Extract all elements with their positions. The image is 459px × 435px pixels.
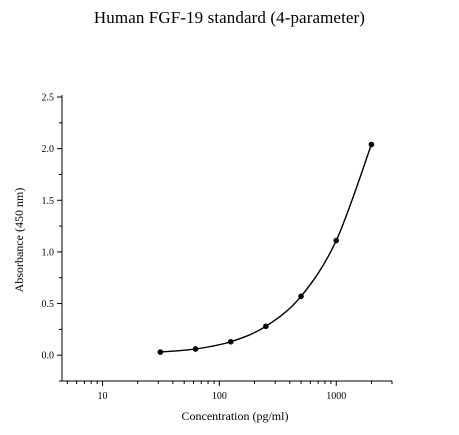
data-points-layer <box>157 141 375 355</box>
data-point <box>333 237 340 244</box>
y-tick-label: 0.0 <box>42 351 55 362</box>
x-tick-label: 1000 <box>326 391 346 402</box>
y-axis-label: Absorbance (450 nm) <box>12 188 26 293</box>
x-tick-label: 10 <box>98 391 108 402</box>
y-tick-label: 1.5 <box>42 196 55 207</box>
x-tick-label: 100 <box>212 391 227 402</box>
fit-curve-layer <box>160 144 373 353</box>
data-point <box>263 323 269 330</box>
data-point <box>368 141 375 148</box>
axes: 0.0 0.5 1.0 1.5 2.0 2.5 10 100 1000 <box>42 93 393 402</box>
x-axis-label: Concentration (pg/ml) <box>182 409 289 423</box>
chart-title: Human FGF-19 standard (4-parameter) <box>93 8 366 27</box>
data-point <box>227 338 234 345</box>
y-tick-label: 0.5 <box>42 299 55 310</box>
y-tick-label: 2.0 <box>42 144 55 155</box>
data-point <box>157 349 164 355</box>
data-point <box>298 293 304 300</box>
fit-curve <box>160 144 373 353</box>
y-tick-label: 2.5 <box>42 93 55 104</box>
y-tick-label: 1.0 <box>42 247 55 258</box>
data-point <box>192 346 199 352</box>
